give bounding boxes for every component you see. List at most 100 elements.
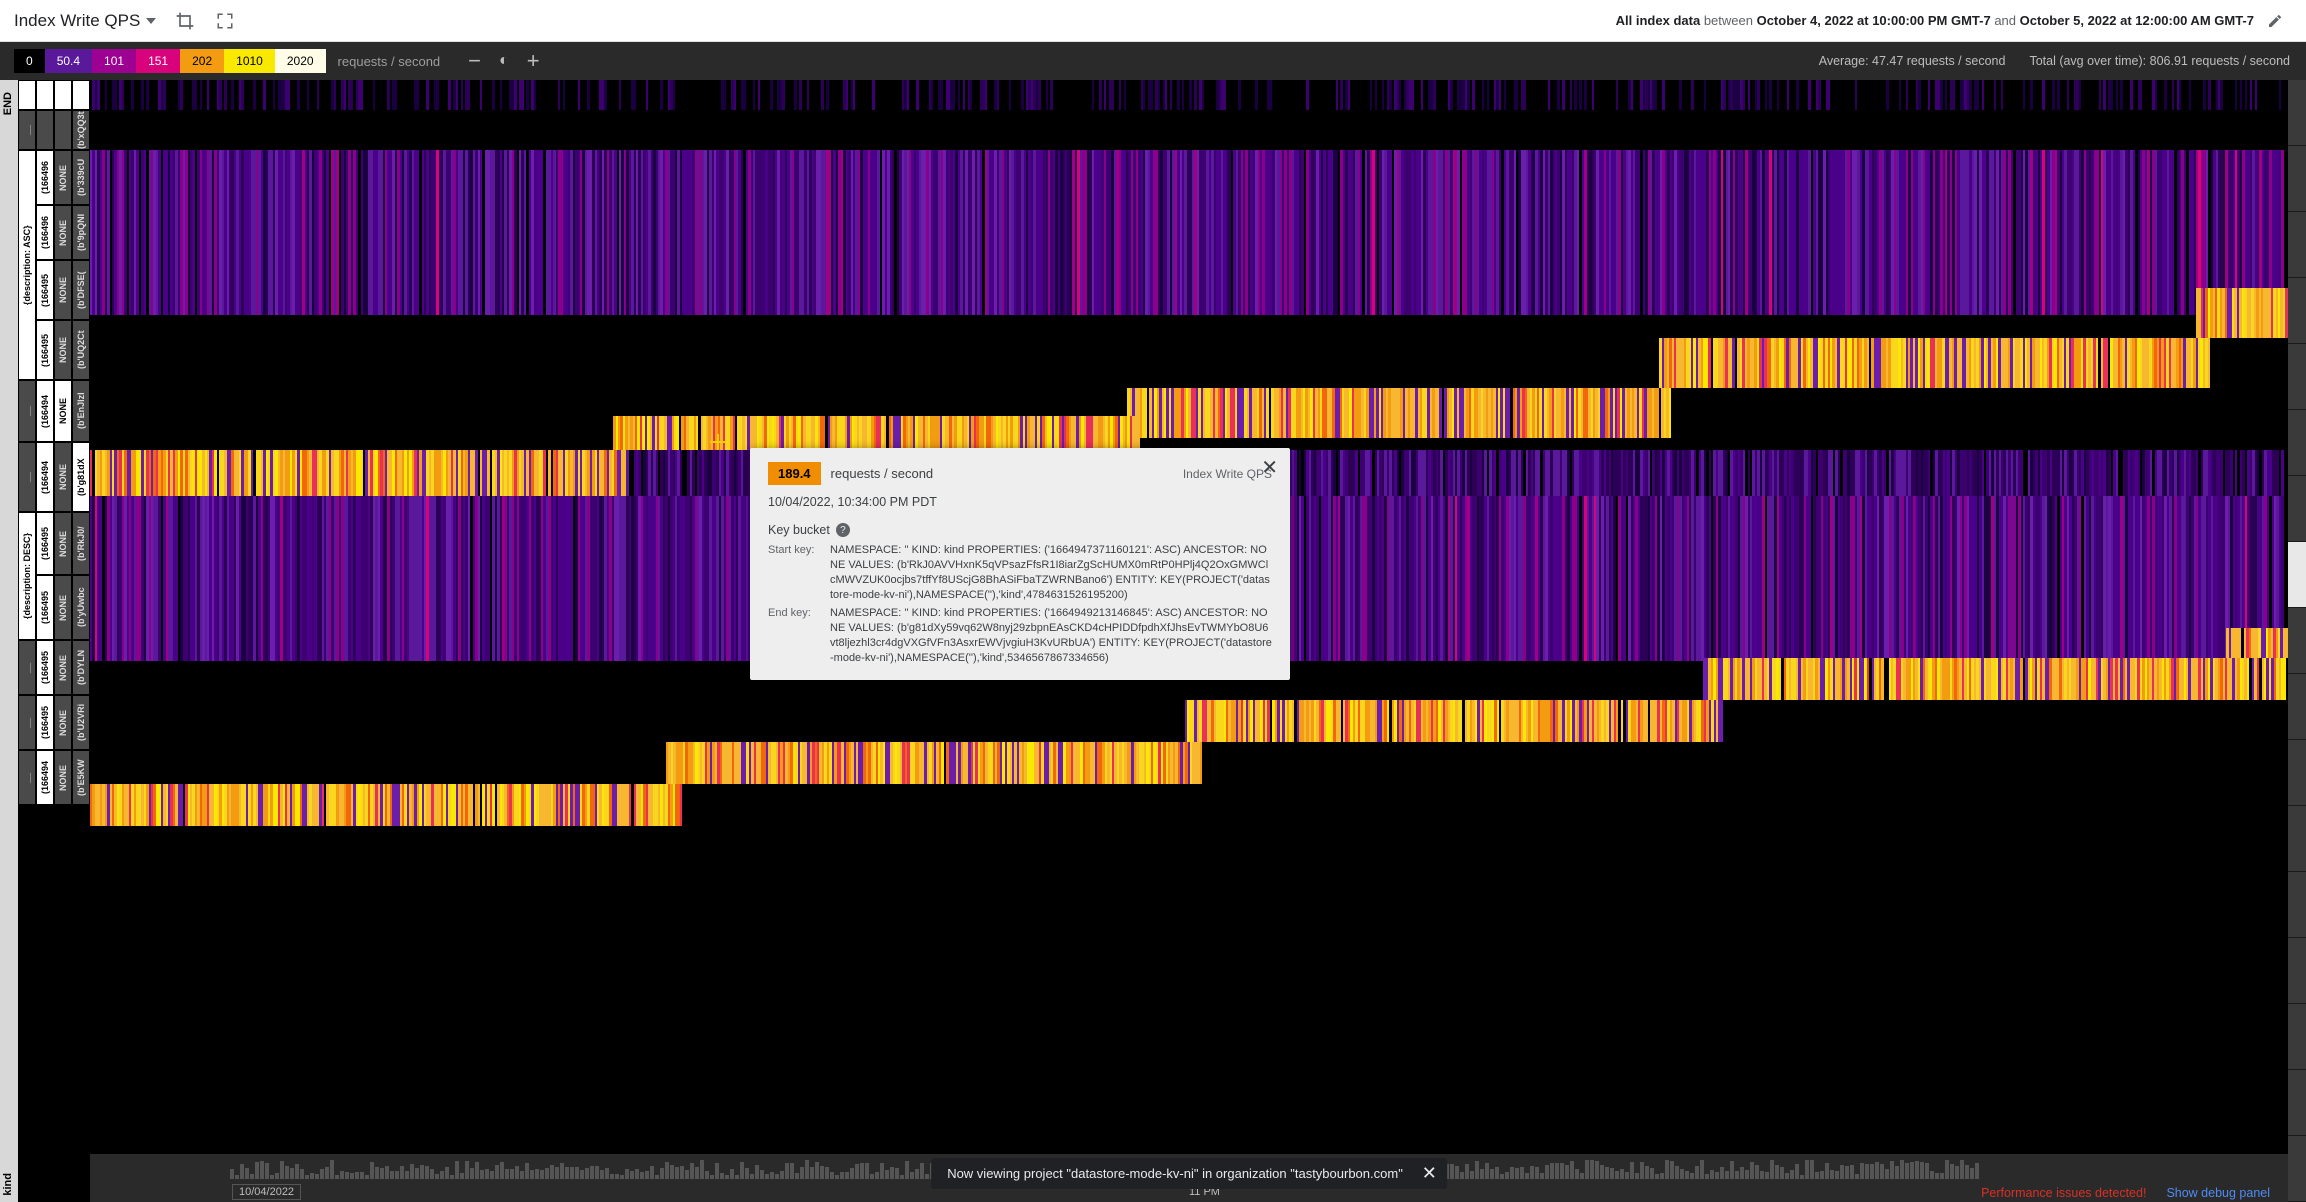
right-gutter-seg xyxy=(2288,806,2306,872)
row-label[interactable] xyxy=(36,110,54,150)
row-label[interactable]: NONE xyxy=(54,442,72,512)
row-label[interactable]: (b'DYLN xyxy=(72,640,90,695)
row-label[interactable]: (b'DFSE( xyxy=(72,260,90,320)
row-label[interactable]: (166496 xyxy=(36,205,54,260)
row-label[interactable] xyxy=(54,110,72,150)
row-label[interactable]: (166494 xyxy=(36,380,54,442)
perf-warning: Performance issues detected! xyxy=(1981,1186,2146,1200)
right-gutter-seg xyxy=(2288,674,2306,740)
row-label[interactable]: (166495 xyxy=(36,575,54,640)
y-gutter: END kind xyxy=(0,80,18,1202)
debug-link[interactable]: Show debug panel xyxy=(2166,1186,2270,1200)
row-label[interactable]: NONE xyxy=(54,380,72,442)
tooltip-close-icon[interactable]: ✕ xyxy=(1261,458,1278,478)
label-col-c: NONENONENONENONENONENONENONENONENONENONE… xyxy=(54,80,72,1202)
legend-stop: 151 xyxy=(136,49,180,73)
row-label[interactable]: {description: DESC} xyxy=(18,512,36,640)
legend-stop: 1010 xyxy=(224,49,275,73)
date-range-text: All index data between October 4, 2022 a… xyxy=(1616,13,2254,28)
row-label[interactable]: __ xyxy=(18,695,36,750)
row-label[interactable] xyxy=(54,80,72,110)
fullscreen-icon[interactable] xyxy=(214,10,236,32)
row-label[interactable]: (b'9pQNI xyxy=(72,205,90,260)
legend: 050.410115120210102020 requests / second… xyxy=(14,49,540,73)
row-label[interactable]: NONE xyxy=(54,205,72,260)
row-label[interactable]: {description: ASC} xyxy=(18,150,36,380)
row-label[interactable]: (b'EnJIzI xyxy=(72,380,90,442)
row-label[interactable] xyxy=(72,80,90,110)
heatmap-row xyxy=(2196,288,2288,338)
avg-label: Average: 47.47 requests / second xyxy=(1819,54,2006,68)
row-label[interactable]: (b'UQ2Ct xyxy=(72,320,90,380)
zoom-controls: − ◐ + xyxy=(468,50,539,72)
heatmap-row xyxy=(666,742,1202,784)
tt-startkey-value: NAMESPACE: '' KIND: kind PROPERTIES: ('1… xyxy=(830,543,1272,602)
row-label[interactable]: (b'RkJ0/ xyxy=(72,512,90,575)
control-bar: 050.410115120210102020 requests / second… xyxy=(0,42,2306,80)
row-label[interactable]: __ xyxy=(18,640,36,695)
row-label[interactable]: NONE xyxy=(54,695,72,750)
crop-icon[interactable] xyxy=(174,10,196,32)
row-label[interactable]: (166496 xyxy=(36,150,54,205)
main-area: END kind __{description: ASC}____{descri… xyxy=(0,80,2306,1202)
heatmap-row xyxy=(2226,628,2288,658)
contrast-icon[interactable]: ◐ xyxy=(499,53,509,69)
row-label[interactable]: (166495 xyxy=(36,260,54,320)
row-label[interactable]: __ xyxy=(18,380,36,442)
heatmap-row xyxy=(1127,388,1672,438)
row-label[interactable] xyxy=(18,80,36,110)
right-gutter-seg xyxy=(2288,1136,2306,1202)
title-dropdown[interactable]: Index Write QPS xyxy=(14,11,156,31)
row-label[interactable]: NONE xyxy=(54,150,72,205)
tooltip-time: 10/04/2022, 10:34:00 PM PDT xyxy=(768,495,1272,509)
toast-close-icon[interactable]: ✕ xyxy=(1422,1163,1437,1184)
row-label[interactable] xyxy=(36,80,54,110)
zoom-in-button[interactable]: + xyxy=(527,50,540,72)
tt-endkey-value: NAMESPACE: '' KIND: kind PROPERTIES: ('1… xyxy=(830,606,1272,665)
row-label[interactable]: (b'E5KW xyxy=(72,750,90,805)
minimap[interactable]: 11 PM 10/04/2022 Now viewing project "da… xyxy=(90,1154,2288,1202)
label-col-d: (b'xQQ3t(b'339cU(b'9pQNI(b'DFSE((b'UQ2Ct… xyxy=(72,80,90,1202)
right-gutter-seg xyxy=(2288,1004,2306,1070)
row-label[interactable]: (b'g81dX xyxy=(72,442,90,512)
label-col-a: __{description: ASC}____{description: DE… xyxy=(18,80,36,1202)
heatmap[interactable]: ✕ 189.4 requests / second Index Write QP… xyxy=(90,80,2288,1154)
row-label[interactable]: NONE xyxy=(54,640,72,695)
row-label[interactable]: NONE xyxy=(54,512,72,575)
row-label[interactable]: NONE xyxy=(54,750,72,805)
row-label[interactable]: (166494 xyxy=(36,750,54,805)
legend-stop: 0 xyxy=(14,49,45,73)
y-end-label: END xyxy=(2,92,14,115)
toast-text: Now viewing project "datastore-mode-kv-n… xyxy=(947,1166,1403,1181)
row-label[interactable]: __ xyxy=(18,442,36,512)
row-label[interactable]: (166495 xyxy=(36,512,54,575)
right-gutter-seg xyxy=(2288,410,2306,476)
row-label[interactable]: NONE xyxy=(54,575,72,640)
edit-icon[interactable] xyxy=(2264,10,2286,32)
tt-startkey-label: Start key: xyxy=(768,543,824,602)
row-label[interactable]: (166495 xyxy=(36,640,54,695)
right-gutter-seg xyxy=(2288,80,2306,146)
total-label: Total (avg over time): 806.91 requests /… xyxy=(2029,54,2290,68)
tooltip-unit: requests / second xyxy=(831,466,934,481)
row-label[interactable]: (166495 xyxy=(36,695,54,750)
row-label[interactable]: (b'339cU xyxy=(72,150,90,205)
row-label[interactable]: (b'xQQ3t xyxy=(72,110,90,150)
zoom-out-button[interactable]: − xyxy=(468,50,481,72)
y-kind-label: kind xyxy=(2,1173,14,1196)
row-label[interactable]: (166494 xyxy=(36,442,54,512)
heatmap-row xyxy=(1659,338,2211,388)
row-label[interactable]: __ xyxy=(18,110,36,150)
row-label[interactable]: (166495 xyxy=(36,320,54,380)
right-gutter xyxy=(2288,80,2306,1202)
row-label[interactable]: NONE xyxy=(54,260,72,320)
footer-bar: Performance issues detected! Show debug … xyxy=(1981,1186,2270,1200)
right-gutter-seg xyxy=(2288,740,2306,806)
help-icon[interactable]: ? xyxy=(836,523,850,537)
row-label[interactable]: (b'U2VRi xyxy=(72,695,90,750)
row-label[interactable]: NONE xyxy=(54,320,72,380)
row-label[interactable]: (b'yUwbc xyxy=(72,575,90,640)
tooltip-value: 189.4 xyxy=(768,462,821,485)
row-label[interactable]: __ xyxy=(18,750,36,805)
chart-wrap: ✕ 189.4 requests / second Index Write QP… xyxy=(90,80,2288,1202)
